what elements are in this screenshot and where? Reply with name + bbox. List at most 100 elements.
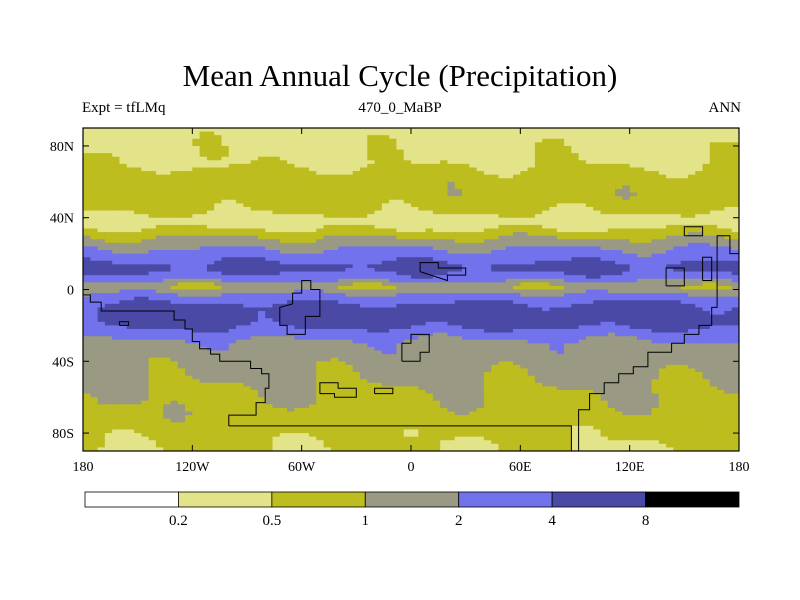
field-cell [316,278,325,283]
field-cell [403,178,412,183]
field-cell [83,296,91,301]
field-cell [374,314,383,319]
field-cell [731,314,739,319]
field-cell [199,192,208,197]
field-cell [695,282,704,287]
field-cell [513,217,521,222]
field-cell [731,232,739,237]
field-cell [425,160,434,165]
field-cell [389,253,398,258]
field-cell [418,178,427,183]
field-cell [374,296,383,301]
field-cell [483,275,492,280]
field-cell [425,156,434,161]
field-cell [287,250,295,255]
field-cell [308,253,317,258]
field-cell [265,232,274,237]
field-cell [491,156,500,161]
field-cell [199,271,208,276]
field-cell [411,153,419,158]
field-cell [163,293,172,298]
field-cell [644,289,653,294]
field-cell [578,178,587,183]
field-cell [440,235,449,240]
field-cell [155,296,164,301]
field-cell [141,253,150,258]
field-cell [505,282,514,287]
field-cell [381,275,390,280]
field-cell [578,138,587,143]
field-cell [731,171,739,176]
field-cell [287,156,295,161]
field-cell [243,214,252,219]
field-cell [724,153,733,158]
field-cell [250,264,259,269]
field-cell [265,224,274,230]
field-cell [90,192,99,197]
field-cell [134,311,142,316]
field-cell [221,285,230,291]
field-cell [272,156,281,161]
field-cell [454,275,463,280]
field-cell [389,210,398,215]
field-cell [556,264,565,269]
field-cell [629,156,638,161]
field-cell [199,185,208,190]
field-cell [192,217,201,222]
field-cell [571,267,580,273]
field-cell [97,174,106,179]
field-cell [629,278,638,283]
field-cell [155,282,164,287]
field-cell [126,160,135,165]
field-cell [90,217,99,222]
field-cell [170,260,179,265]
field-cell [542,242,551,248]
field-cell [250,217,259,222]
field-cell [90,156,99,161]
field-cell [673,181,682,187]
field-cell [447,253,456,258]
field-cell [666,253,675,258]
field-cell [352,128,361,133]
field-cell [666,217,675,222]
field-cell [403,311,412,316]
field-cell [97,196,106,201]
field-cell [163,174,172,179]
field-cell [687,128,696,133]
field-cell [505,206,514,212]
field-cell [323,325,332,330]
field-cell [731,145,739,151]
field-cell [607,314,616,319]
field-cell [170,278,179,283]
field-cell [141,307,150,312]
field-cell [257,282,266,287]
field-cell [228,131,237,136]
field-cell [571,142,580,147]
field-cell [177,167,186,172]
field-cell [345,192,354,197]
field-cell [440,174,449,179]
field-cell [396,199,405,204]
field-cell [221,235,230,240]
field-cell [308,214,317,219]
field-cell [250,257,259,262]
field-cell [432,217,441,222]
field-cell [600,192,609,197]
field-cell [542,206,551,212]
field-cell [615,149,623,154]
field-cell [279,217,288,222]
field-cell [564,318,572,323]
field-cell [236,128,244,133]
field-cell [301,131,310,136]
field-cell [177,203,186,208]
field-cell [527,210,536,215]
field-cell [134,160,142,165]
field-cell [571,307,580,312]
field-cell [432,167,441,172]
field-cell [345,242,354,248]
field-cell [236,203,244,208]
field-cell [520,163,529,169]
field-cell [636,171,645,176]
field-cell [265,192,274,197]
field-cell [491,321,500,326]
